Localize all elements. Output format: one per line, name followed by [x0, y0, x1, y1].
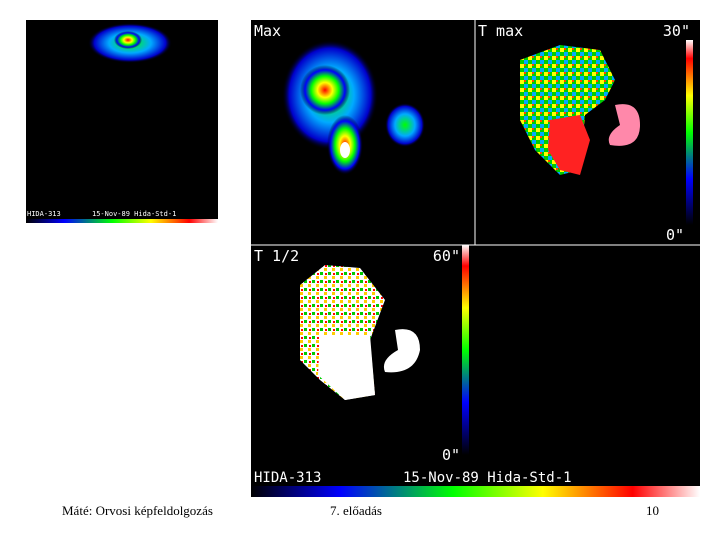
footer-page: 10: [646, 503, 659, 518]
footer-author: Máté: Orvosi képfeldolgozás: [62, 503, 213, 518]
panel-label: Max: [254, 22, 281, 40]
panel-label: T max: [478, 22, 523, 40]
caption-id: HIDA-313: [254, 470, 321, 486]
small-caption-id: HIDA-313: [27, 210, 61, 218]
main-image: Max T max 30" 0" T 1/2 60" 0" HIDA-313 1…: [251, 20, 700, 497]
scale-min: 0": [442, 446, 460, 464]
scale-max: 30": [663, 22, 690, 40]
images: HIDA-313 15-Nov-89 Hida-Std-1 Max T max …: [26, 20, 700, 497]
caption-info: 15-Nov-89 Hida-Std-1: [403, 470, 572, 486]
footer-lecture: 7. előadás: [330, 503, 382, 518]
small-caption-info: 15-Nov-89 Hida-Std-1: [92, 210, 176, 218]
scale-max: 60": [433, 247, 460, 265]
small-image: HIDA-313 15-Nov-89 Hida-Std-1: [26, 20, 218, 223]
scale-min: 0": [666, 226, 684, 244]
panel-label: T 1/2: [254, 247, 299, 265]
